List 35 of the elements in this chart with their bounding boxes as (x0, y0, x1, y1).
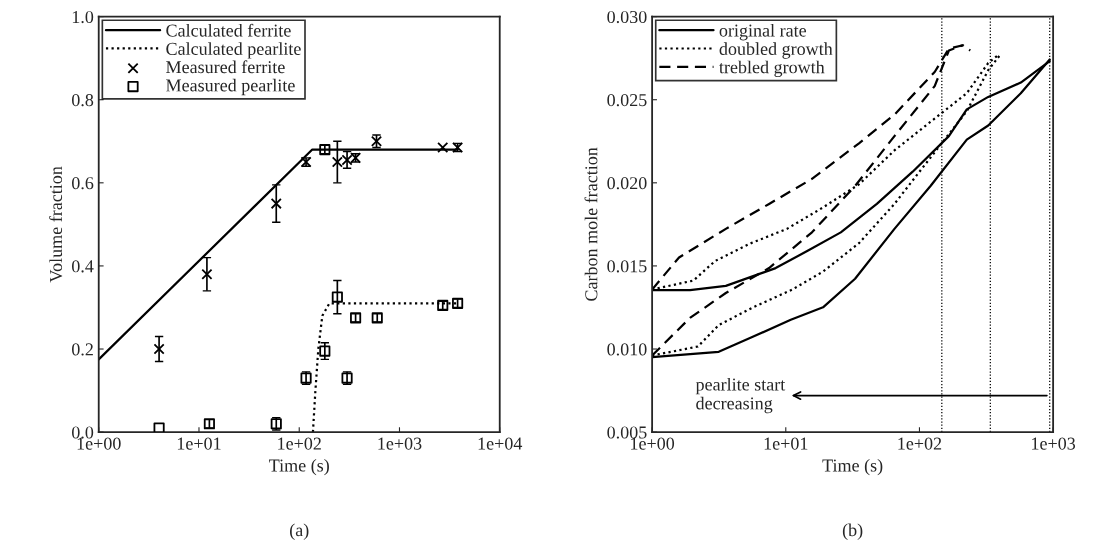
x-tick-label: 1e+02 (278, 437, 321, 450)
y-tick-label: 0.015 (607, 260, 647, 273)
text: (b) (842, 523, 863, 540)
y-tick-label: 0.8 (71, 93, 94, 107)
legend-label: trebled growth (719, 60, 825, 78)
y-tick-label: 0.025 (607, 93, 647, 107)
x-tick-label: 1e+03 (378, 437, 422, 450)
x-axis-title: Time (s) (269, 458, 329, 476)
legend-label: Calculated ferrite (166, 23, 291, 37)
y-tick-label: 0.4 (71, 260, 94, 273)
y-tick-label: 0.0 (71, 426, 94, 439)
legend-label: doubled growth (719, 42, 833, 59)
y-tick-label: 0.6 (71, 177, 94, 190)
legend-label: Measured pearlite (166, 78, 295, 96)
y-tick-label: 0.2 (71, 343, 93, 356)
legend-label: Calculated pearlite (166, 42, 301, 59)
legend-label: original rate (719, 23, 807, 41)
y-tick-label: 1.0 (72, 10, 94, 24)
legend-label: Measured ferrite (166, 60, 285, 74)
x-tick-label: 1e+01 (764, 437, 808, 450)
y-tick-label: 0.020 (607, 177, 647, 190)
y-tick-label: 0.005 (607, 426, 647, 439)
y-axis-title: Carbon mole fraction (584, 147, 598, 301)
x-tick-label: 1e+04 (478, 437, 523, 450)
annotation: pearlite start decreasing (695, 377, 786, 414)
x-tick-label: 1e+00 (631, 437, 675, 450)
x-tick-label: 1e+00 (77, 437, 121, 450)
y-axis-title: Volume fraction (49, 166, 63, 283)
x-axis-title: Time (s) (822, 458, 883, 476)
text: (a) (290, 523, 309, 540)
x-tick-label: 1e+01 (177, 437, 221, 450)
y-tick-label: 0.010 (607, 343, 647, 356)
x-tick-label: 1e+03 (1032, 437, 1076, 450)
y-tick-label: 0.030 (607, 10, 647, 24)
x-tick-label: 1e+02 (898, 437, 942, 450)
